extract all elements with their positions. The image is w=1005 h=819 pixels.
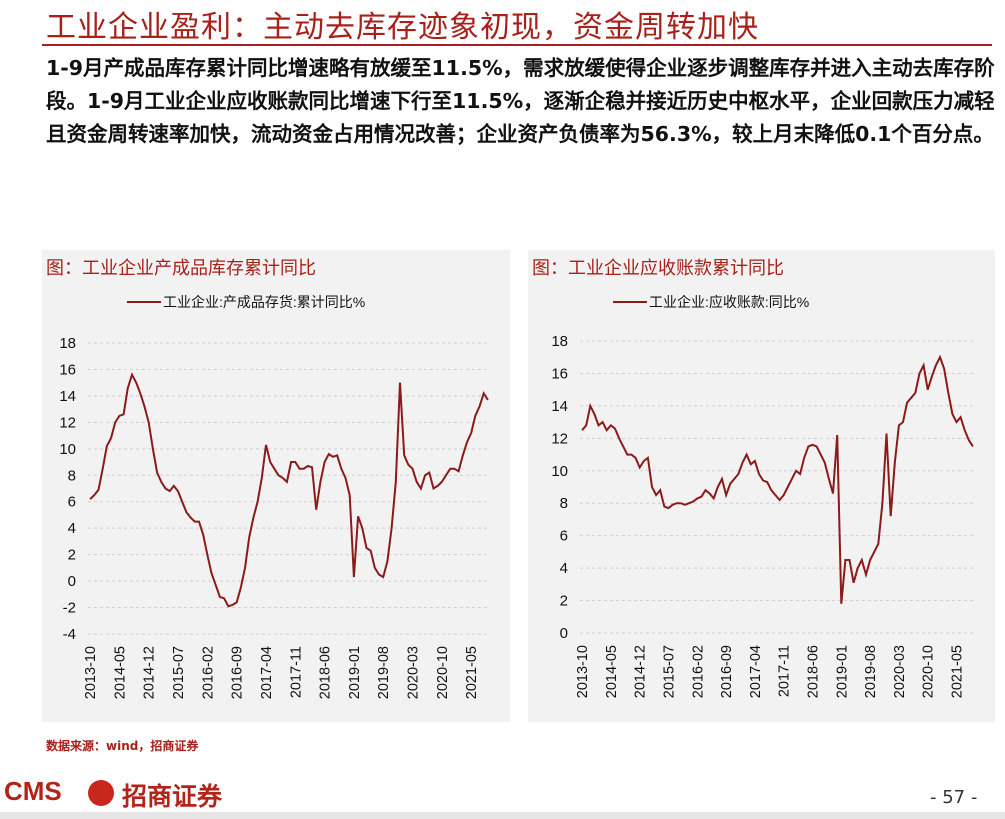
logo-name: 招商证券 xyxy=(122,782,223,811)
y-tick-label: 6 xyxy=(68,494,76,511)
y-tick-label: 2 xyxy=(560,593,568,610)
legend-label: 工业企业:产成品存货:累计同比% xyxy=(163,294,365,310)
logo-icon xyxy=(88,780,114,806)
y-tick-label: 16 xyxy=(59,361,76,378)
x-tick-label: 2017-11 xyxy=(777,645,793,697)
y-tick-label: 0 xyxy=(560,625,568,642)
x-tick-label: 2021-05 xyxy=(464,646,480,699)
x-tick-label: 2021-05 xyxy=(949,645,965,698)
y-tick-label: 0 xyxy=(68,573,76,590)
y-tick-label: 18 xyxy=(551,333,568,350)
footer-band xyxy=(0,812,1005,819)
x-tick-label: 2020-10 xyxy=(921,645,937,698)
x-tick-label: 2018-06 xyxy=(318,646,334,699)
x-tick-label: 2017-04 xyxy=(259,646,275,699)
x-tick-label: 2014-05 xyxy=(112,646,128,699)
y-tick-label: 4 xyxy=(560,560,568,577)
y-tick-label: 16 xyxy=(551,365,568,382)
x-tick-label: 2019-08 xyxy=(376,646,392,699)
y-tick-label: 12 xyxy=(551,430,568,447)
x-tick-label: 2015-07 xyxy=(171,646,187,699)
data-line xyxy=(581,354,974,604)
y-tick-label: 6 xyxy=(560,528,568,545)
x-tick-label: 2015-07 xyxy=(661,645,677,698)
page-title: 工业企业盈利：主动去库存迹象初现，资金周转加快 xyxy=(46,10,759,45)
y-tick-label: 18 xyxy=(59,335,76,352)
data-line xyxy=(89,372,489,608)
legend-label: 工业企业:应收账款:同比% xyxy=(649,294,809,310)
y-tick-label: 10 xyxy=(551,463,568,480)
chart-title: 图：工业企业产成品库存累计同比 xyxy=(46,258,316,278)
x-tick-label: 2017-04 xyxy=(748,645,764,698)
x-tick-label: 2016-02 xyxy=(200,646,216,699)
y-tick-label: -2 xyxy=(63,600,76,617)
x-tick-label: 2016-09 xyxy=(230,646,246,699)
x-tick-label: 2017-11 xyxy=(288,646,304,698)
y-tick-label: 14 xyxy=(59,388,76,405)
x-tick-label: 2014-12 xyxy=(633,645,649,698)
x-tick-label: 2019-01 xyxy=(834,645,850,698)
y-tick-label: 14 xyxy=(551,398,568,415)
x-tick-label: 2019-08 xyxy=(863,645,879,698)
x-tick-label: 2020-10 xyxy=(435,646,451,699)
y-tick-label: 10 xyxy=(59,441,76,458)
x-tick-label: 2013-10 xyxy=(83,646,99,699)
logo-text: CMS xyxy=(4,776,62,806)
x-tick-label: 2019-01 xyxy=(347,646,363,699)
page-number: - 57 - xyxy=(930,787,978,808)
x-tick-label: 2013-10 xyxy=(575,645,591,698)
y-tick-label: 12 xyxy=(59,414,76,431)
y-tick-label: 8 xyxy=(68,467,76,484)
y-tick-label: 2 xyxy=(68,547,76,564)
y-tick-label: 8 xyxy=(560,495,568,512)
y-tick-label: 4 xyxy=(68,520,76,537)
x-tick-label: 2014-05 xyxy=(604,645,620,698)
chart-title: 图：工业企业应收账款累计同比 xyxy=(532,258,784,278)
x-tick-label: 2020-03 xyxy=(406,646,422,699)
title-rule xyxy=(42,44,992,46)
source-note: 数据来源：wind，招商证券 xyxy=(46,739,199,753)
body-text: 1-9月产成品库存累计同比增速略有放缓至11.5%，需求放缓使得企业逐步调整库存… xyxy=(46,56,995,146)
x-tick-label: 2020-03 xyxy=(892,645,908,698)
x-tick-label: 2016-09 xyxy=(719,645,735,698)
y-tick-label: -4 xyxy=(63,626,76,643)
x-tick-label: 2014-12 xyxy=(142,646,158,699)
x-tick-label: 2018-06 xyxy=(805,645,821,698)
chart-panel xyxy=(528,250,995,722)
x-tick-label: 2016-02 xyxy=(690,645,706,698)
